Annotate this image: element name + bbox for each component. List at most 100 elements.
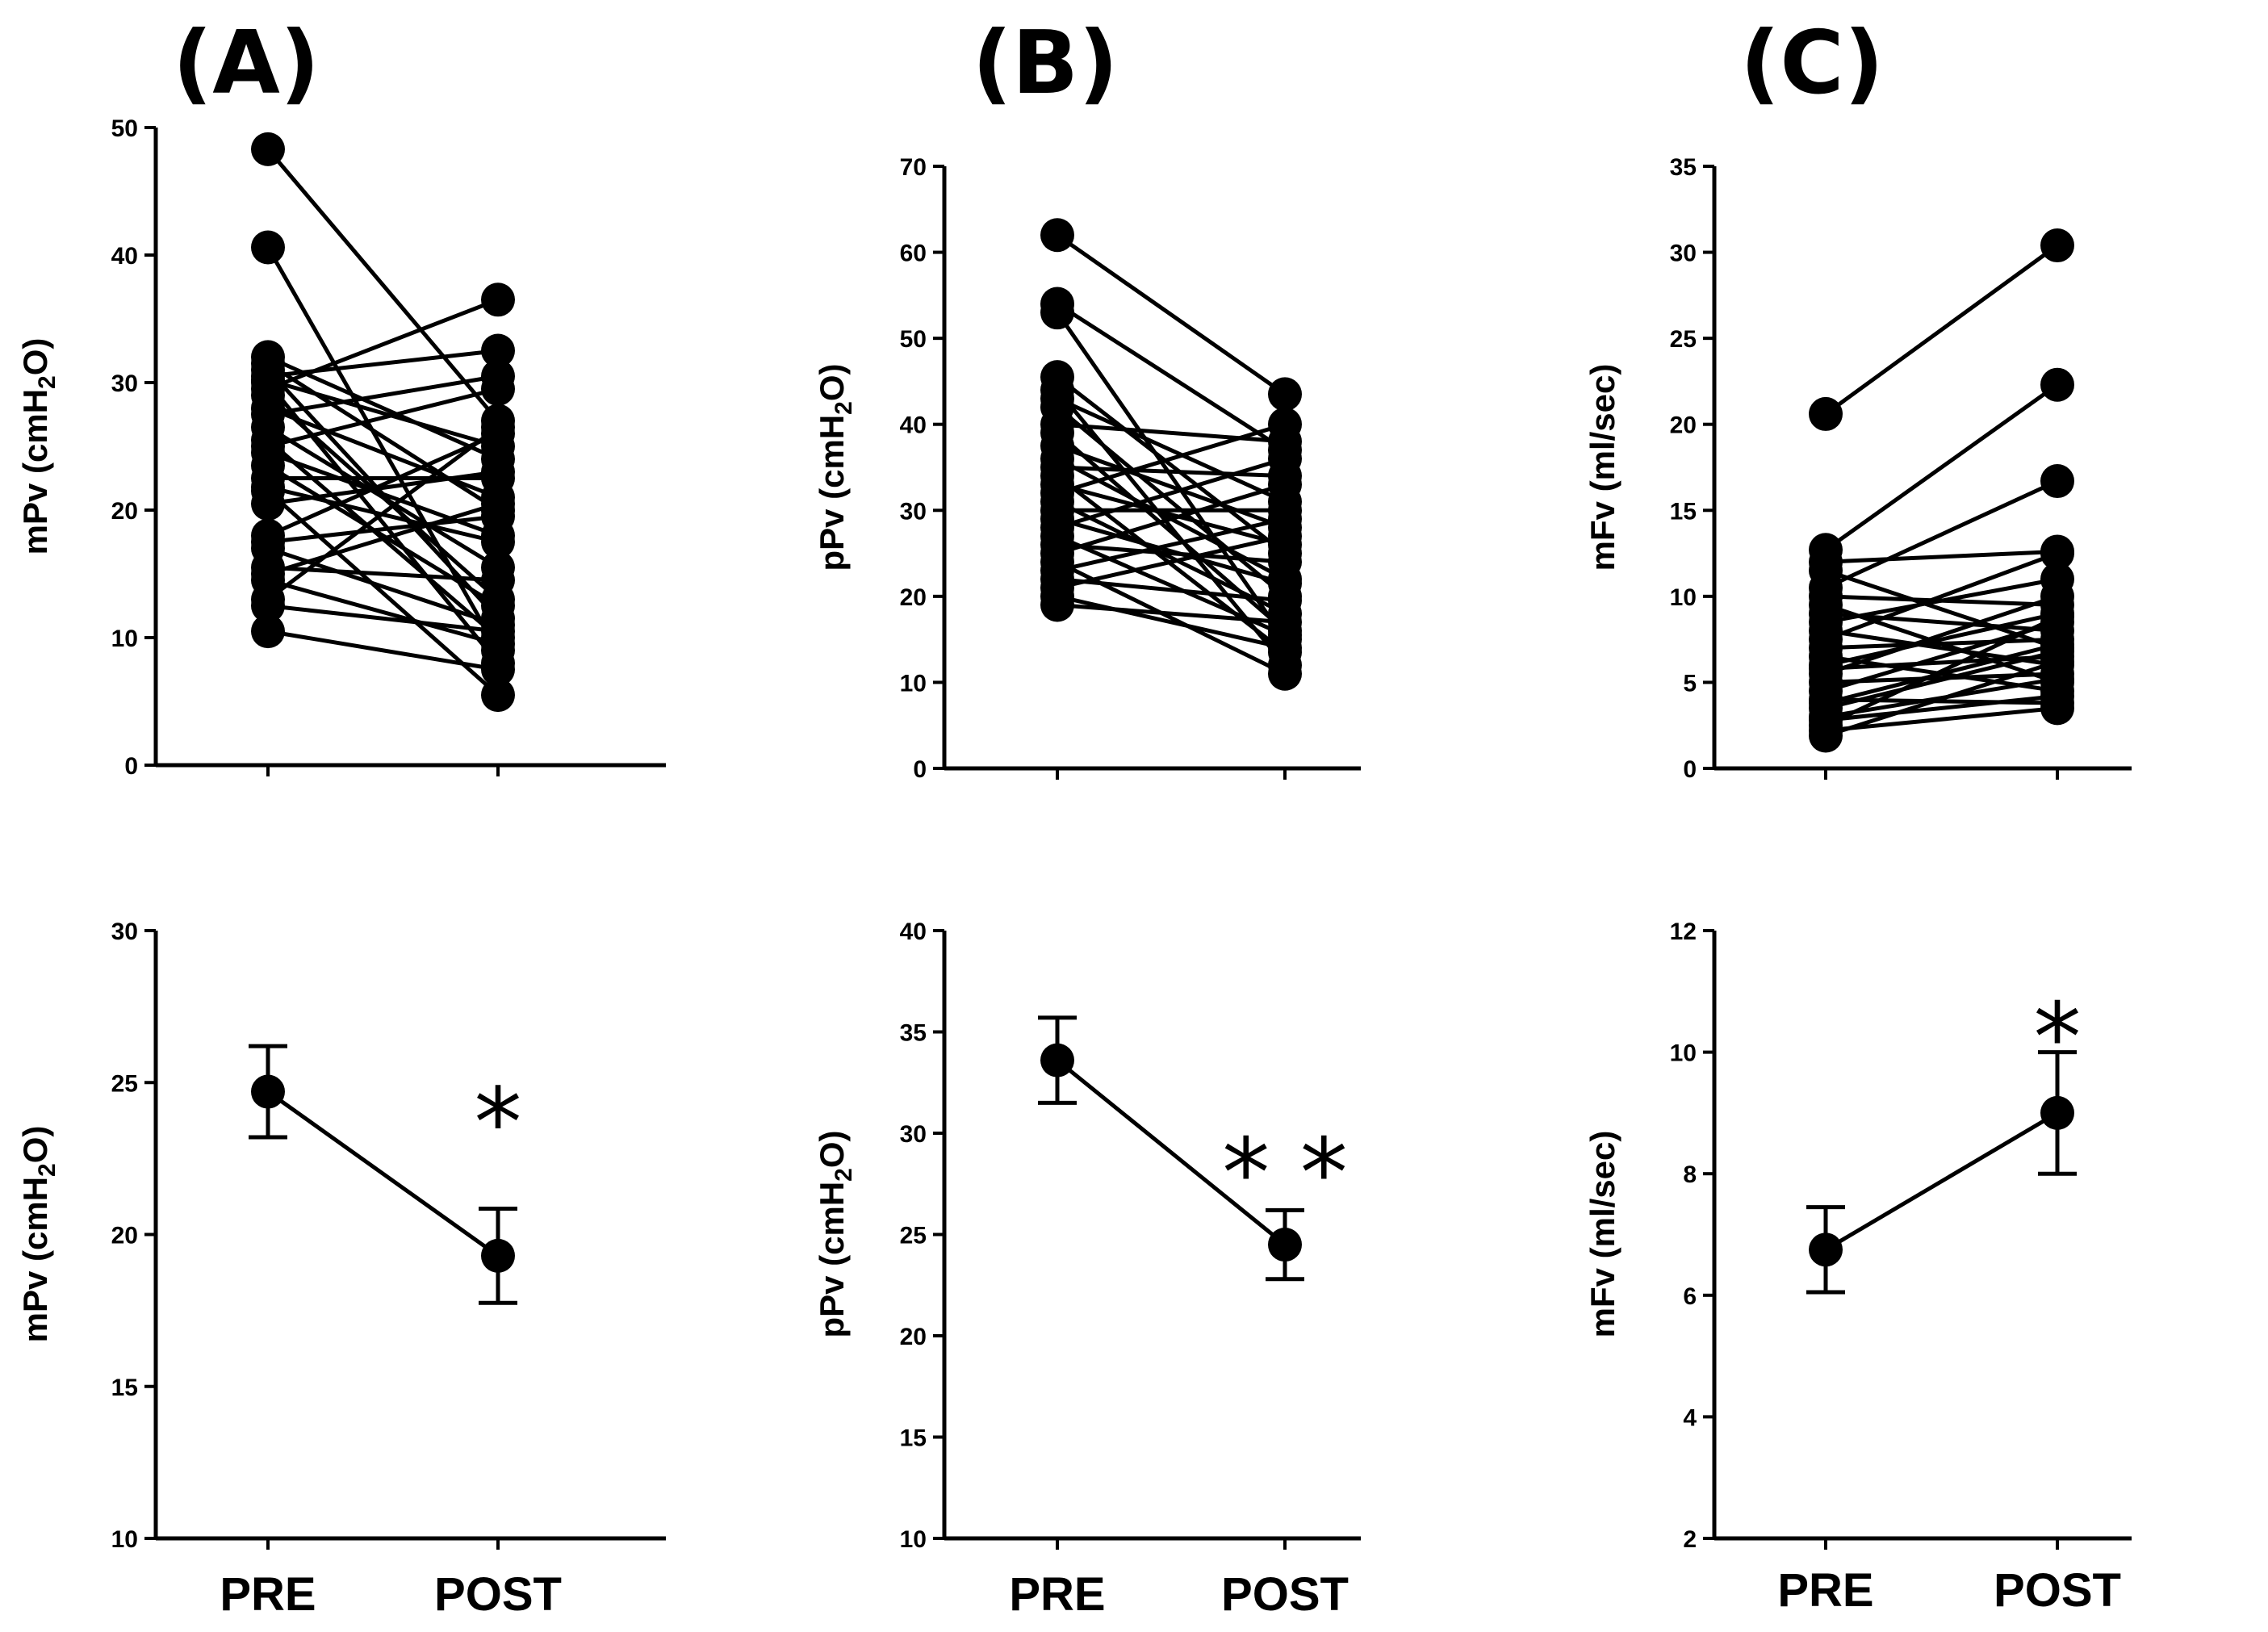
y-tick-label: 40 — [900, 919, 927, 945]
post-point — [481, 371, 515, 406]
y-axis-label: mFv (ml/sec) — [1584, 1131, 1621, 1338]
y-tick-label: 15 — [900, 1425, 927, 1452]
panel-label: (B) — [972, 13, 1118, 114]
paired-line — [1057, 542, 1286, 564]
paired-line — [1057, 482, 1286, 547]
paired-line — [267, 387, 499, 449]
post-point — [481, 282, 515, 317]
paired-line — [1057, 577, 1286, 603]
y-tick-label: 15 — [111, 1375, 138, 1401]
post-point — [1268, 467, 1302, 502]
y-axis-label: pPv (cmH2O) — [813, 1130, 857, 1337]
y-tick-label: 40 — [900, 412, 927, 439]
paired-line — [1055, 311, 1287, 641]
paired-line — [1824, 383, 2059, 552]
y-tick-label: 30 — [900, 498, 927, 525]
y-tick-label: 0 — [913, 756, 927, 783]
post-point — [481, 652, 515, 687]
paired-line — [267, 349, 499, 379]
post-point — [1268, 605, 1302, 639]
paired-line — [267, 604, 499, 634]
x-tick-label: POST — [434, 1568, 562, 1621]
post-point — [1268, 545, 1302, 580]
pre-point — [1809, 396, 1843, 431]
paired-line — [1057, 534, 1286, 590]
pre-point — [1809, 718, 1843, 753]
y-tick-label: 10 — [1670, 1040, 1697, 1067]
y-tick-label: 15 — [1670, 498, 1697, 525]
chart-A-bottom: 10 15 20 25 30 PRE POST mPv (cmH2O) * — [16, 919, 666, 1621]
paired-line — [1057, 422, 1286, 496]
paired-line — [1057, 517, 1286, 573]
significance-marker: * — [2034, 981, 2082, 1093]
y-axis-label: mPv (cmH2O) — [16, 338, 61, 555]
paired-line — [1057, 456, 1286, 529]
post-point — [481, 678, 515, 713]
mean-line — [1056, 1058, 1287, 1246]
chart-C-bottom: 2 4 6 8 10 12 PRE POST mFv (ml/sec) * — [1584, 919, 2132, 1617]
y-tick-label: 30 — [111, 370, 138, 397]
y-tick-label: 10 — [900, 1526, 927, 1553]
post-point — [481, 563, 515, 597]
pre-mean-point — [251, 1074, 285, 1109]
paired-line — [1056, 405, 1287, 598]
y-tick-label: 50 — [900, 326, 927, 353]
post-point — [1268, 377, 1302, 412]
y-axis-label: pPv (cmH2O) — [813, 363, 857, 571]
mean-line — [1824, 1111, 2059, 1252]
y-tick-label: 30 — [1670, 241, 1697, 267]
paired-line — [1825, 693, 2058, 722]
y-tick-label: 0 — [124, 753, 138, 780]
paired-line — [1825, 551, 2058, 642]
y-tick-label: 10 — [1670, 584, 1697, 611]
paired-line — [1057, 482, 1286, 555]
y-axis-label: mFv (ml/sec) — [1584, 364, 1621, 571]
post-point — [2040, 367, 2074, 402]
pre-point — [251, 230, 285, 265]
paired-line — [266, 148, 500, 423]
y-tick-label: 25 — [1670, 326, 1697, 353]
y-tick-label: 70 — [900, 154, 927, 181]
pre-point — [251, 132, 285, 166]
paired-line — [267, 514, 499, 544]
paired-line — [1825, 594, 2058, 676]
y-tick-label: 5 — [1683, 670, 1697, 697]
mean-line — [266, 1090, 500, 1257]
pre-point — [1040, 588, 1074, 622]
paired-line — [1825, 705, 2058, 733]
x-tick-label: PRE — [1009, 1568, 1105, 1621]
y-axis-label: mPv (cmH2O) — [16, 1126, 61, 1343]
paired-line — [1825, 654, 2058, 671]
pre-mean-point — [1809, 1232, 1843, 1267]
y-tick-label: 6 — [1683, 1283, 1697, 1310]
y-tick-label: 25 — [111, 1070, 138, 1097]
post-point — [481, 410, 515, 445]
y-tick-label: 40 — [111, 243, 138, 270]
paired-line — [266, 489, 500, 697]
paired-line — [1057, 517, 1286, 586]
y-tick-label: 20 — [900, 584, 927, 611]
y-tick-label: 20 — [1670, 412, 1697, 439]
y-tick-label: 12 — [1670, 919, 1697, 945]
chart-C-top: (C) 0 5 10 15 20 25 30 35 mFv (ml/sec) — [1584, 13, 2132, 783]
post-point — [2040, 600, 2074, 634]
paired-line — [267, 501, 499, 576]
paired-line — [266, 362, 500, 513]
post-point — [1268, 519, 1302, 554]
chart-B-top: (B) 0 10 20 30 40 50 60 70 pPv (cmH2O) — [813, 13, 1361, 783]
significance-marker: * — [475, 1066, 522, 1178]
y-tick-label: 60 — [900, 241, 927, 267]
paired-line — [267, 297, 499, 391]
post-mean-point — [1268, 1228, 1302, 1262]
post-point — [2040, 228, 2074, 263]
panel-label: (A) — [173, 13, 320, 114]
paired-line — [1057, 465, 1286, 479]
post-mean-point — [2040, 1095, 2074, 1130]
y-tick-label: 30 — [111, 919, 138, 945]
post-point — [2040, 644, 2074, 679]
paired-line — [266, 425, 500, 570]
paired-line — [1056, 375, 1287, 555]
paired-line — [1056, 431, 1287, 633]
paired-line — [1825, 649, 2058, 710]
